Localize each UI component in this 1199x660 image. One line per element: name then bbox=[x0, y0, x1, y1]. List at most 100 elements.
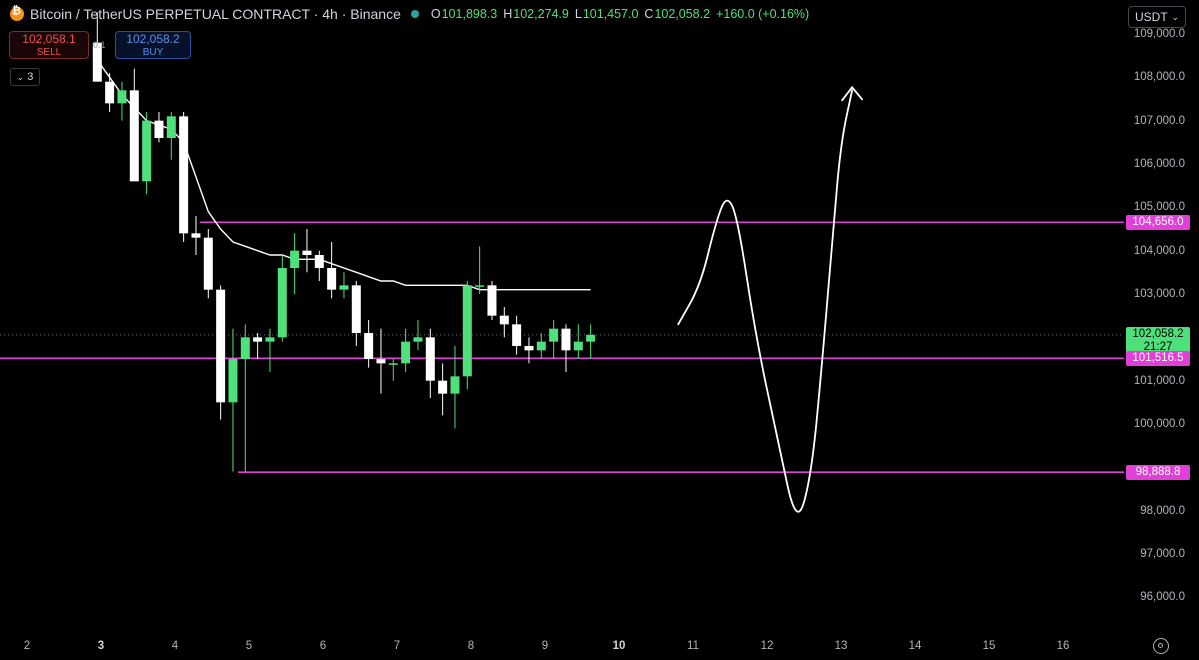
candle[interactable] bbox=[179, 112, 189, 242]
gear-icon[interactable] bbox=[1153, 638, 1169, 654]
levels-layer bbox=[0, 221, 1124, 473]
time-axis-tick: 4 bbox=[171, 640, 179, 652]
candle[interactable] bbox=[265, 328, 275, 372]
candle-body bbox=[240, 337, 250, 359]
candle[interactable] bbox=[142, 112, 152, 195]
candle-body bbox=[536, 341, 546, 351]
high-value: 102,274.9 bbox=[513, 7, 569, 21]
candle[interactable] bbox=[376, 328, 386, 394]
price-axis-tick: 107,000.0 bbox=[1133, 114, 1185, 127]
high-label: H bbox=[503, 7, 513, 21]
candle[interactable] bbox=[203, 229, 213, 299]
candle[interactable] bbox=[92, 12, 102, 82]
candle[interactable] bbox=[450, 346, 460, 429]
projection-path[interactable] bbox=[677, 89, 853, 513]
candle[interactable] bbox=[339, 272, 349, 299]
spread-value: 0.1 bbox=[93, 40, 106, 50]
candle[interactable] bbox=[253, 333, 263, 359]
time-axis-tick: 15 bbox=[982, 640, 996, 652]
candle[interactable] bbox=[475, 246, 485, 294]
candle[interactable] bbox=[573, 324, 583, 359]
candle-body bbox=[265, 337, 275, 342]
candle[interactable] bbox=[240, 324, 250, 472]
sell-button[interactable]: 102,058.1 SELL bbox=[9, 31, 89, 59]
candle[interactable] bbox=[314, 250, 324, 281]
candle-body bbox=[142, 120, 152, 182]
time-axis-tick: 10 bbox=[612, 640, 626, 652]
time-axis-tick: 9 bbox=[541, 640, 549, 652]
candle-body bbox=[216, 289, 226, 403]
candle[interactable] bbox=[191, 216, 201, 255]
candle[interactable] bbox=[487, 281, 497, 320]
price-axis-tick: 106,000.0 bbox=[1133, 158, 1185, 170]
candle[interactable] bbox=[536, 333, 546, 359]
candle[interactable] bbox=[438, 363, 448, 416]
currency-value: USDT bbox=[1135, 10, 1168, 24]
price-axis-tick: 100,000.0 bbox=[1133, 418, 1185, 430]
candle[interactable] bbox=[499, 307, 509, 338]
moving-average-line[interactable] bbox=[96, 59, 591, 291]
open-label: O bbox=[430, 7, 441, 21]
buy-button[interactable]: 102,058.2 BUY bbox=[115, 31, 191, 59]
candle[interactable] bbox=[586, 324, 596, 359]
candle[interactable] bbox=[117, 81, 127, 121]
low-value: 101,457.0 bbox=[582, 7, 639, 21]
time-axis-tick: 3 bbox=[97, 640, 105, 652]
candle[interactable] bbox=[327, 242, 337, 299]
bitcoin-icon bbox=[10, 5, 24, 21]
candle-body bbox=[166, 116, 176, 138]
candle[interactable] bbox=[549, 320, 559, 359]
candle[interactable] bbox=[129, 68, 139, 182]
candle[interactable] bbox=[351, 281, 361, 346]
candle[interactable] bbox=[401, 328, 411, 372]
candle[interactable] bbox=[388, 359, 398, 381]
price-axis-tick: 105,000.0 bbox=[1133, 201, 1185, 214]
candle-body bbox=[117, 90, 127, 104]
candle[interactable] bbox=[512, 315, 522, 355]
candle[interactable] bbox=[561, 324, 571, 372]
time-axis-tick: 11 bbox=[687, 640, 699, 652]
symbol-legend[interactable]: Bitcoin / TetherUS PERPETUAL CONTRACT · … bbox=[10, 5, 809, 22]
candle[interactable] bbox=[105, 73, 115, 112]
candle-body bbox=[561, 328, 571, 351]
bar-countdown: 21:27 bbox=[1143, 340, 1173, 353]
close-value: 102,058.2 bbox=[654, 7, 711, 21]
candle[interactable] bbox=[462, 281, 472, 390]
ohlc-values: O101,898.3 H102,274.9 L101,457.0 C102,05… bbox=[431, 7, 809, 21]
candle[interactable] bbox=[302, 229, 312, 273]
candle-body bbox=[388, 363, 398, 365]
candle-body bbox=[314, 255, 324, 268]
time-axis-tick: 7 bbox=[393, 640, 401, 652]
candle[interactable] bbox=[216, 285, 226, 420]
candle[interactable] bbox=[154, 112, 164, 143]
symbol-title[interactable]: Bitcoin / TetherUS PERPETUAL CONTRACT · … bbox=[30, 6, 401, 22]
moving-average-layer bbox=[96, 59, 591, 291]
current-price-value: 102,058.2 bbox=[1132, 327, 1184, 340]
indicators-collapse-button[interactable]: ⌄ 3 bbox=[10, 68, 40, 86]
candle[interactable] bbox=[277, 255, 287, 342]
candle[interactable] bbox=[524, 337, 534, 364]
candle[interactable] bbox=[166, 112, 176, 160]
candle-body bbox=[154, 120, 164, 138]
candle[interactable] bbox=[290, 233, 300, 294]
candle-body bbox=[105, 81, 115, 104]
candle-body bbox=[425, 337, 435, 381]
drawing-layer[interactable] bbox=[677, 85, 863, 513]
open-value: 101,898.3 bbox=[441, 7, 498, 21]
candle-body bbox=[549, 328, 559, 342]
currency-select[interactable]: USDT ⌄ bbox=[1128, 6, 1186, 28]
price-axis-tick: 101,000.0 bbox=[1133, 374, 1185, 387]
candle-body bbox=[191, 233, 201, 238]
candle-body bbox=[302, 250, 312, 255]
indicators-count: 3 bbox=[27, 71, 34, 83]
candle-body bbox=[179, 116, 189, 234]
candle[interactable] bbox=[228, 328, 238, 472]
sell-price: 102,058.1 bbox=[22, 32, 76, 46]
candle-body bbox=[586, 334, 596, 342]
candle[interactable] bbox=[364, 320, 374, 368]
time-axis-tick: 14 bbox=[908, 640, 922, 652]
candle[interactable] bbox=[413, 320, 423, 351]
candle-body bbox=[475, 285, 485, 287]
candle[interactable] bbox=[425, 328, 435, 398]
